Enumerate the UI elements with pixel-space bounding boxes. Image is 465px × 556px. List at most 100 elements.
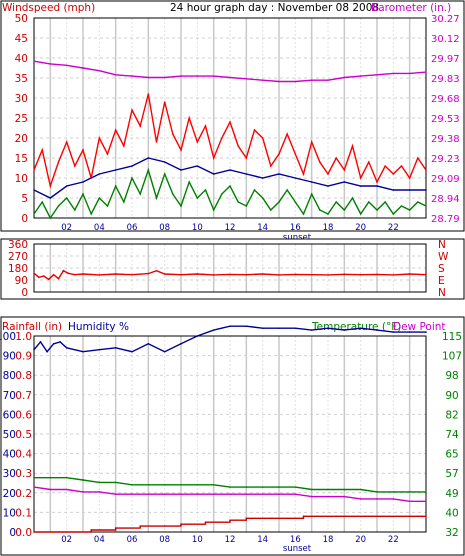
wind_direction-point [131,273,133,276]
humidity-point [408,189,411,191]
barometer-point [212,75,215,77]
wind_direction-point [229,273,231,276]
y-tick-label: 30.12 [431,34,460,45]
barometer-point [278,80,280,83]
temperature-point [327,488,329,491]
y-tick-label: 32 [445,527,458,539]
humidity-point [294,177,297,179]
rainfall-point [163,525,166,527]
y-tick-label: 0 [21,213,28,225]
humidity-point [82,181,84,183]
temperature-point [376,491,378,493]
barometer-point [65,64,68,67]
rainfall-line [34,515,426,533]
y-tick-label: W [438,251,449,263]
dew_point-point [408,500,411,503]
rainfall-point [425,515,427,518]
y-tick-label: S [438,263,445,275]
wind_gust-point [392,173,395,175]
humidity-point [229,325,231,328]
wind_avg-point [229,185,231,187]
wind_gust-point [114,129,117,131]
panel-wind-grid [34,18,426,218]
wind_gust-point [376,181,378,183]
temperature-point [82,479,84,481]
temperature-point [98,481,101,484]
x-tick-label: 06 [127,535,138,545]
humidity-point [343,329,346,331]
x-tick-label: 18 [323,223,334,233]
dew_point-point [49,488,52,491]
x-tick-label: 20 [355,223,366,233]
humidity-point [359,185,362,187]
wind_avg-point [98,197,101,199]
y-tick-label: 50 [15,13,28,25]
wind_avg-point [163,173,166,175]
wind_gust-point [351,145,354,147]
y-tick-label: 30.27 [431,14,460,25]
x-tick-label: 12 [225,535,236,545]
wind_direction-point [98,274,101,276]
wind_gust-point [384,165,386,167]
dew_point-point [294,493,297,496]
wind_avg-point [188,181,190,183]
humidity-point [294,327,297,329]
wind_direction-point [245,273,248,276]
dew_point-point [114,493,117,496]
wind_gust-point [65,141,68,143]
wind_avg-point [123,201,125,203]
y-tick-label: 90 [15,275,28,287]
wind_avg-point [368,201,370,203]
x-tick-label: 22 [388,535,399,545]
humidity-point [163,161,166,163]
x-tick-label: 14 [257,223,268,233]
humidity-point [114,346,117,349]
wind_direction-point [74,273,76,276]
wind_direction-point [278,274,280,276]
wind_avg-point [384,201,386,203]
x-tick-label: 08 [159,535,170,545]
dew_point-point [163,493,166,496]
wind_direction-point [294,273,297,276]
temperature-y-axis: 32 40 49 57 65 74 82 90 98 107 115 [442,331,462,539]
wind_gust-point [253,129,256,131]
dew_point-point [359,498,362,500]
humidity-point [65,346,68,349]
rainfall-point [90,529,92,531]
humidity-point [327,185,329,187]
wind_avg-point [65,197,68,199]
wind_direction-point [310,273,313,276]
humidity-point [408,331,411,333]
x-tick-label: 10 [192,535,203,545]
humidity-tick-label: 70 [3,390,16,402]
wind_avg-point [392,213,395,215]
sunset-label-1: sunset [283,233,312,243]
y-tick-label: 40 [445,507,458,519]
barometer-point [114,73,117,76]
panel-direction-grid [34,244,426,292]
wind_avg-point [400,205,403,207]
x-tick-label: 22 [388,223,399,233]
wind_avg-point [294,201,297,203]
wind_direction-point [359,273,362,276]
dew_point-point [310,495,313,498]
wind_avg-point [425,205,427,207]
temperature-point [245,486,248,488]
wind_avg-point [237,201,239,203]
rainfall-point [417,515,419,518]
panel-direction-plot-area [33,243,427,293]
x-tick-label: 16 [290,535,301,545]
temperature-point [33,476,35,479]
y-tick-label: 29.09 [431,174,460,185]
humidity-point [131,165,133,167]
wind_gust-point [359,177,362,179]
rainfall-tick-label: 0.8 [15,370,32,382]
humidity-point [131,350,133,353]
y-tick-label: 270 [8,251,28,263]
wind_avg-point [278,201,280,203]
dewpoint-label: Dew Point [393,321,446,333]
humidity-point [196,335,199,337]
humidity-tick-label: 0 [9,527,16,539]
y-tick-label: 10 [15,173,28,185]
humidity-point [212,329,215,331]
